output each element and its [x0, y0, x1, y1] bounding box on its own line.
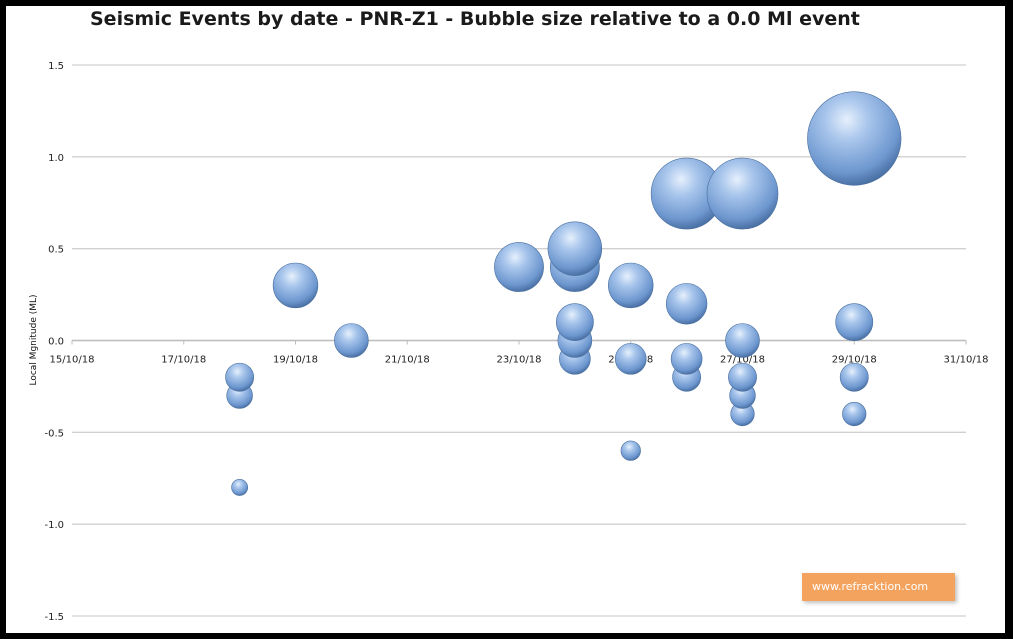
grid-lines — [72, 64, 966, 617]
y-tick-label: 0.5 — [48, 245, 64, 256]
event-bubble — [555, 303, 594, 342]
x-tick-label: 17/10/18 — [161, 355, 206, 366]
x-tick-label: 27/10/18 — [720, 355, 765, 366]
event-bubble — [272, 262, 319, 309]
event-bubble — [665, 283, 708, 325]
chart-title: Seismic Events by date - PNR-Z1 - Bubble… — [90, 8, 860, 30]
x-axis-ticks: 15/10/18 17/10/18 19/10/18 21/10/18 23/10/18… — [50, 340, 989, 366]
y-tick-label: -0.5 — [44, 428, 64, 439]
event-bubble — [614, 343, 647, 375]
event-bubble — [725, 323, 760, 358]
y-tick-label: 0.0 — [48, 337, 64, 348]
x-tick-label: 23/10/18 — [497, 355, 542, 366]
event-bubble — [670, 343, 703, 375]
event-bubble — [494, 242, 544, 292]
y-tick-label: -1.5 — [44, 612, 64, 623]
event-bubble — [728, 362, 757, 392]
x-tick-label: 15/10/18 — [50, 355, 95, 366]
event-bubble — [842, 401, 867, 427]
y-axis-ticks: 1.5 1.0 0.5 0.0 -0.5 -1.0 -1.5 — [44, 61, 64, 623]
event-bubble — [547, 221, 603, 276]
bubbles — [225, 91, 902, 496]
event-bubble — [807, 91, 902, 186]
event-bubble — [620, 440, 641, 461]
x-tick-label: 31/10/18 — [944, 355, 989, 366]
event-bubble — [231, 479, 249, 496]
event-bubble — [839, 362, 869, 392]
x-tick-label: 21/10/18 — [385, 355, 430, 366]
event-bubble — [334, 323, 369, 358]
y-tick-label: -1.0 — [44, 520, 64, 531]
event-bubble — [225, 362, 255, 392]
y-tick-label: 1.5 — [48, 61, 64, 72]
event-bubble — [706, 157, 779, 230]
event-bubble — [835, 303, 874, 342]
x-tick-label: 29/10/18 — [832, 355, 877, 366]
watermark-badge: www.refracktion.com — [802, 573, 955, 601]
event-bubble — [608, 262, 654, 309]
x-tick-label: 19/10/18 — [273, 355, 318, 366]
y-axis-label: Local Mgnitude (ML) — [29, 294, 39, 385]
y-tick-label: 1.0 — [48, 153, 64, 164]
